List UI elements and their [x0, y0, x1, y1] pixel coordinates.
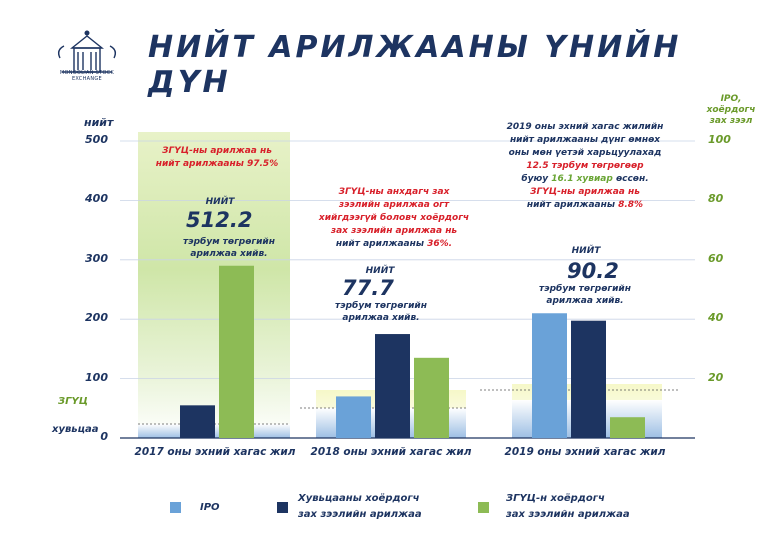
legend-swatch-bond	[478, 502, 489, 513]
left-tick-100: 100	[85, 370, 108, 384]
annotation-2019-head: 2019 оны эхний хагас жилийн нийт арилжаа…	[506, 122, 664, 210]
bar-0-2	[219, 265, 254, 438]
right-tick-80: 80	[708, 192, 724, 206]
panel-2017	[138, 132, 290, 438]
left-tick-400: 400	[85, 192, 108, 206]
left-bottom-label-1: ЗГҮЦ	[58, 396, 88, 407]
total-word-2017: НИЙТ	[205, 197, 235, 207]
left-tick-300: 300	[85, 251, 108, 265]
left-bottom-label-2: хувьцаа	[52, 424, 99, 435]
unit-2019: тэрбум төгрөгийн арилжаа хийв.	[539, 284, 631, 306]
legend-swatch-equity	[277, 502, 288, 513]
logo-text: MONGOLIAN STOCK EXCHANGE	[59, 70, 115, 82]
left-tick-500: 500	[85, 133, 108, 146]
legend-label-ipo: IPO	[200, 502, 220, 513]
left-axis-unit: нийт	[84, 116, 114, 129]
right-tick-60: 60	[708, 251, 724, 265]
bar-2-0	[532, 313, 567, 438]
bar-2-2	[610, 417, 645, 438]
category-label-2019: 2019 оны эхний хагас жил	[504, 446, 666, 458]
bar-1-1	[375, 334, 410, 438]
bar-1-0	[336, 396, 371, 438]
unit-2018: тэрбум төгрөгийн арилжаа хийв.	[335, 301, 427, 323]
total-2019: 90.2	[567, 259, 619, 283]
legend-label-bond: ЗГҮЦ-н хоёрдогч зах зээлийн арилжаа	[506, 493, 630, 520]
legend-swatch-ipo	[170, 502, 181, 513]
annotation-2017-head: ЗГҮЦ-ны арилжаа нь нийт арилжааны 97.5%	[155, 146, 279, 169]
right-tick-40: 40	[708, 311, 724, 325]
bar-2-1	[571, 320, 606, 438]
total-2018: 77.7	[342, 276, 394, 300]
unit-2017: тэрбум төгрөгийн арилжаа хийв.	[183, 237, 275, 259]
category-label-2018: 2018 оны эхний хагас жил	[310, 446, 472, 458]
annotation-2018-head: ЗГҮЦ-ны анхдагч зах зээлийн арилжаа огт …	[318, 187, 470, 249]
bar-0-1	[180, 405, 215, 438]
right-tick-20: 20	[708, 370, 724, 384]
bar-1-2	[414, 357, 449, 438]
total-word-2018: НИЙТ	[365, 266, 395, 276]
right-tick-100: 100	[708, 133, 731, 146]
total-word-2019: НИЙТ	[571, 246, 601, 256]
right-axis-unit: IPO, хоёрдогч зах зээл	[706, 94, 756, 126]
total-2017: 512.2	[186, 208, 253, 232]
left-tick-0: 0	[100, 430, 108, 443]
category-label-2017: 2017 оны эхний хагас жил	[134, 446, 296, 458]
chart-title: НИЙТ АРИЛЖААНЫ ҮНИЙН ДҮН	[148, 30, 682, 100]
mse-logo	[57, 30, 117, 73]
left-tick-200: 200	[85, 311, 108, 325]
legend-label-equity: Хувьцааны хоёрдогч зах зээлийн арилжаа	[298, 493, 422, 520]
